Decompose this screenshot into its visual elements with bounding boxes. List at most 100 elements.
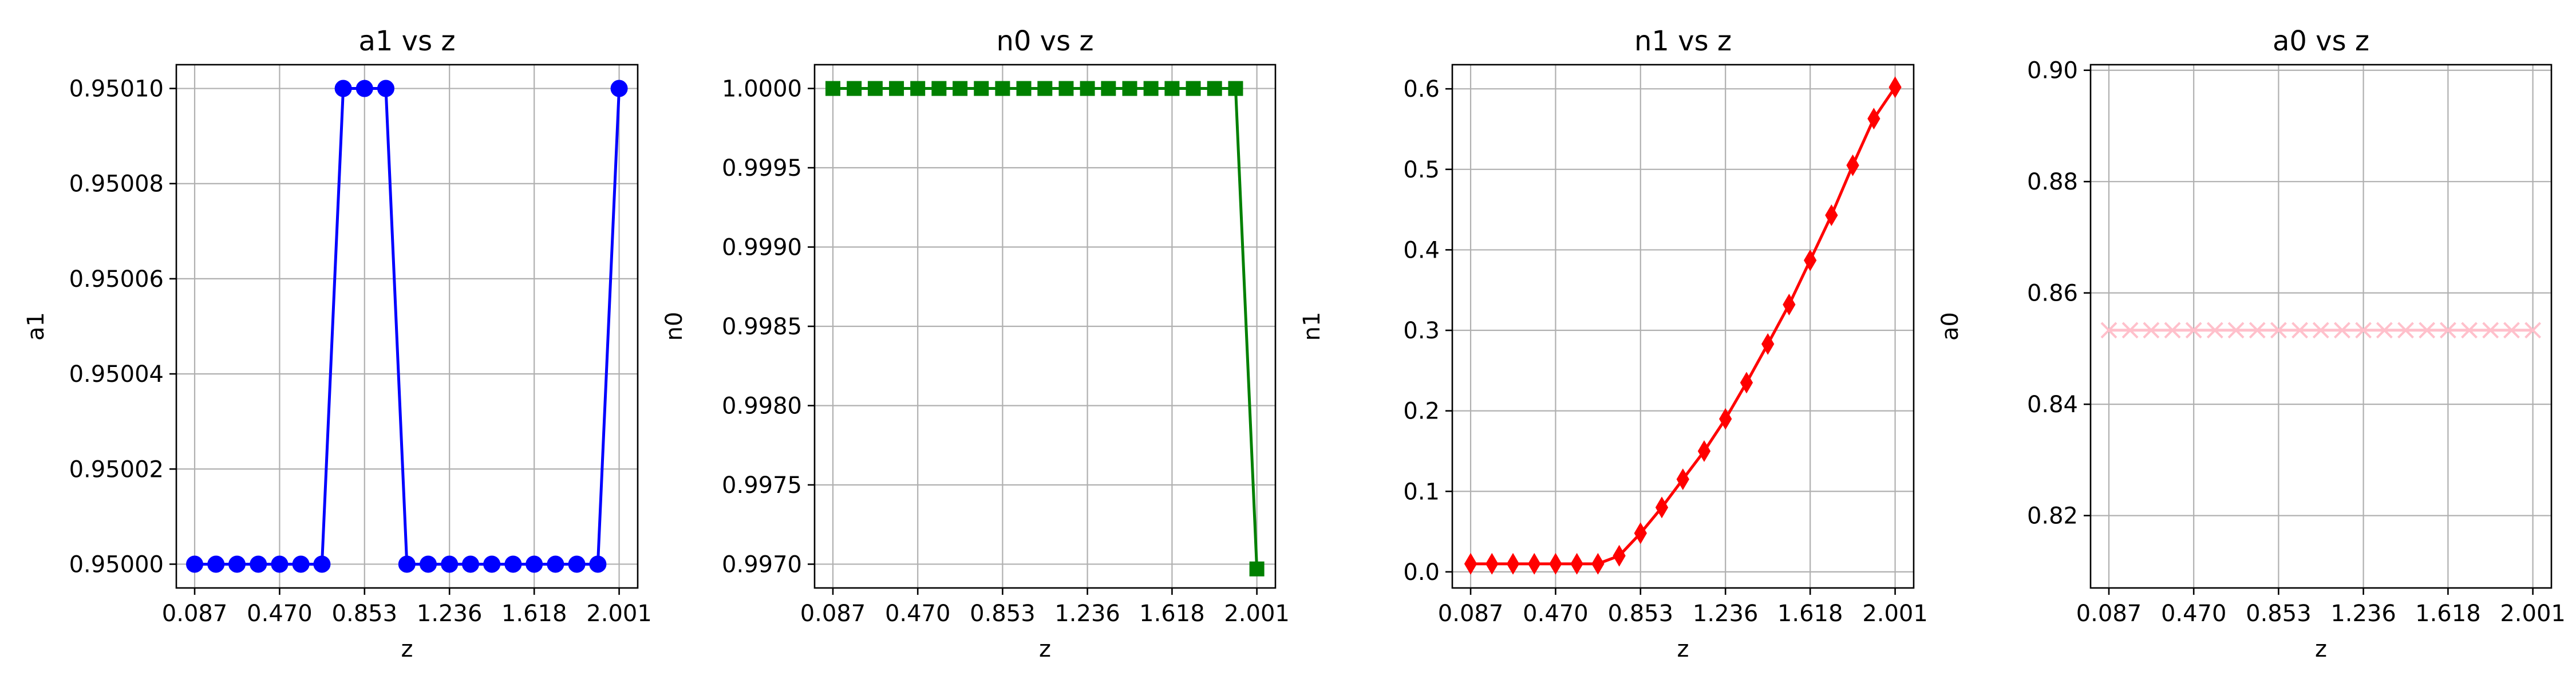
y-tick-label: 0.95006 (69, 266, 164, 293)
data-point (228, 555, 246, 573)
data-point (334, 80, 352, 97)
data-point (1528, 552, 1541, 575)
y-axis-label: a0 (1937, 312, 1963, 341)
series-line (833, 87, 1259, 569)
data-point (2164, 322, 2181, 339)
data-point (2482, 322, 2499, 339)
data-point (313, 555, 331, 573)
y-tick-label: 0.5 (1403, 157, 1440, 183)
x-tick-label: 2.001 (586, 601, 652, 627)
x-tick-label: 0.087 (162, 601, 228, 627)
data-point (186, 555, 204, 573)
data-point (1228, 81, 1243, 96)
data-point (1058, 81, 1074, 96)
y-tick-label: 0.4 (1403, 237, 1440, 263)
data-point (2227, 322, 2245, 339)
data-point (1506, 552, 1520, 575)
data-point (461, 555, 479, 573)
data-point (2461, 322, 2478, 339)
data-point (1143, 81, 1159, 96)
data-point (250, 555, 267, 573)
data-point (889, 81, 904, 96)
data-point (2100, 322, 2117, 339)
data-point (2143, 322, 2160, 339)
data-point (1591, 552, 1605, 575)
chart-title: n1 vs z (1634, 25, 1732, 57)
data-point (1825, 204, 1838, 226)
x-tick-label: 0.087 (2076, 601, 2142, 627)
data-point (1037, 81, 1053, 96)
y-tick-label: 0.95002 (69, 456, 164, 483)
data-point (1186, 81, 1201, 96)
data-point (910, 81, 926, 96)
y-tick-label: 0.95010 (69, 76, 164, 102)
data-point (1570, 552, 1583, 575)
x-tick-label: 1.618 (2415, 601, 2481, 627)
data-point (1719, 408, 1732, 430)
chart-panel-3: 0.087 0.470 0.853 1.236 1.618 2.001 0.0 0.1 0.2 0… (1299, 25, 1928, 662)
data-point (355, 80, 373, 97)
data-point (1613, 544, 1626, 567)
x-tick-label: 0.853 (2246, 601, 2312, 627)
series-line (1471, 86, 1897, 566)
x-axis-label: z (1039, 636, 1051, 662)
data-point (995, 81, 1010, 96)
data-point (1016, 81, 1032, 96)
x-tick-label: 0.853 (332, 601, 398, 627)
data-point (1122, 81, 1137, 96)
chart-title: n0 vs z (996, 25, 1093, 57)
y-tick-label: 0.9990 (722, 235, 802, 261)
x-tick-label: 1.618 (1139, 601, 1205, 627)
data-point (1697, 440, 1711, 462)
chart-title: a1 vs z (358, 25, 455, 57)
x-axis-label: z (2315, 636, 2327, 662)
plot-frame (2089, 64, 2553, 589)
data-point (2524, 322, 2542, 339)
x-tick-label: 1.236 (2330, 601, 2396, 627)
y-tick-label: 0.0 (1403, 559, 1440, 586)
data-point (483, 555, 501, 573)
y-tick-label: 0.9970 (722, 551, 802, 578)
data-point (2419, 322, 2436, 339)
data-point (2397, 322, 2414, 339)
plot-frame (1451, 64, 1915, 589)
data-point (2185, 322, 2202, 339)
x-tick-label: 2.001 (2500, 601, 2566, 627)
x-tick-label: 0.470 (885, 601, 951, 627)
data-point (1634, 522, 1647, 544)
data-point (292, 555, 310, 573)
y-tick-label: 0.84 (2027, 392, 2078, 418)
x-tick-label: 0.853 (970, 601, 1036, 627)
data-point (419, 555, 437, 573)
data-point (1549, 552, 1562, 575)
y-tick-label: 0.6 (1403, 76, 1440, 102)
y-tick-label: 0.9985 (722, 314, 802, 340)
y-tick-label: 0.86 (2027, 281, 2078, 307)
y-tick-label: 0.3 (1403, 318, 1440, 344)
data-point (589, 555, 607, 573)
data-point (1761, 333, 1775, 355)
data-point (2121, 322, 2139, 339)
x-tick-label: 0.470 (1523, 601, 1589, 627)
data-point (1464, 552, 1477, 575)
y-tick-label: 0.9980 (722, 393, 802, 419)
y-tick-label: 0.9995 (722, 155, 802, 181)
chart-panel-1: 0.087 0.470 0.853 1.236 1.618 2.001 0.95000 0.9… (23, 25, 652, 662)
chart-panel-2: 0.087 0.470 0.853 1.236 1.618 2.001 0.9970 0.99… (661, 25, 1290, 662)
data-point (610, 80, 628, 97)
y-tick-label: 0.95000 (69, 551, 164, 578)
data-point (1164, 81, 1180, 96)
data-point (526, 555, 543, 573)
data-point (2334, 322, 2350, 339)
y-tick-label: 0.9975 (722, 472, 802, 499)
data-point (377, 80, 395, 97)
x-tick-label: 0.470 (247, 601, 313, 627)
data-point (1249, 561, 1265, 577)
data-point (2503, 322, 2520, 339)
y-tick-label: 0.90 (2027, 58, 2078, 84)
data-point (2249, 322, 2266, 339)
data-point (2206, 322, 2223, 339)
y-tick-label: 1.0000 (722, 76, 802, 102)
